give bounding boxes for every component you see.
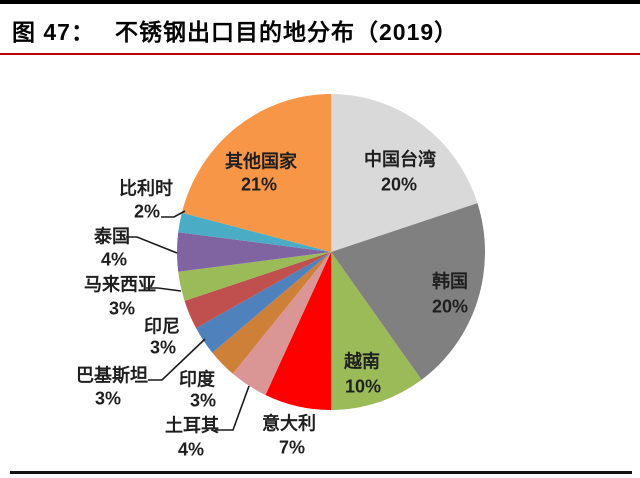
pie-slice-vietnam [331,252,422,410]
pie-slice-malaysia [178,252,331,301]
slice-pct-indonesia: 3% [150,337,176,357]
leader-line-malaysia [146,287,182,292]
slice-pct-pakistan: 3% [95,388,121,408]
leader-line-belgium [161,210,186,218]
pie-slice-indonesia [184,252,331,329]
slice-pct-thailand: 4% [101,249,127,269]
slice-label-others: 其他国家 [225,150,298,171]
pie-slice-belgium [178,212,331,252]
slice-label-belgium: 比利时 [119,177,173,198]
pie-slice-korea [331,203,485,380]
pie-slice-turkey [232,252,331,395]
slice-pct-turkey: 4% [178,439,204,459]
pie-slice-india [212,252,331,374]
pie-slice-italy [265,252,331,410]
slice-label-turkey: 土耳其 [165,415,219,435]
slice-label-india: 印度 [179,368,216,389]
slice-label-italy: 意大利 [262,412,316,433]
bottom-black-rule [10,471,632,474]
slice-label-thailand: 泰国 [93,225,130,246]
pie-slice-taiwan [331,94,478,252]
slice-pct-malaysia: 3% [109,298,135,318]
top-black-rule [0,0,640,4]
slice-pct-belgium: 2% [134,201,160,221]
leader-line-thailand [126,236,178,254]
slice-pct-others: 21% [241,174,277,194]
figure-header: 图 47： 不锈钢出口目的地分布（2019） [12,13,628,47]
slice-pct-india: 3% [190,390,216,410]
slice-label-vietnam: 越南 [343,350,380,371]
slice-pct-vietnam: 10% [345,376,381,396]
slice-label-pakistan: 巴基斯坦 [76,364,148,385]
figure-title: 不锈钢出口目的地分布（2019） [114,19,459,45]
leader-line-pakistan [148,338,206,381]
slice-label-korea: 韩国 [432,270,468,291]
pie-slice-others [181,94,331,252]
slice-label-malaysia: 马来西亚 [84,274,156,294]
pie-slice-pakistan [196,252,331,353]
figure-number: 图 47： [12,19,95,45]
leader-line-turkey [215,385,250,431]
slice-label-indonesia: 印尼 [144,316,180,336]
title-red-rule [0,53,640,55]
slice-pct-italy: 7% [279,437,305,457]
slice-label-taiwan: 中国台湾 [364,148,436,169]
pie-slice-thailand [176,232,331,272]
slice-pct-taiwan: 20% [381,174,417,194]
slice-pct-korea: 20% [432,296,468,316]
